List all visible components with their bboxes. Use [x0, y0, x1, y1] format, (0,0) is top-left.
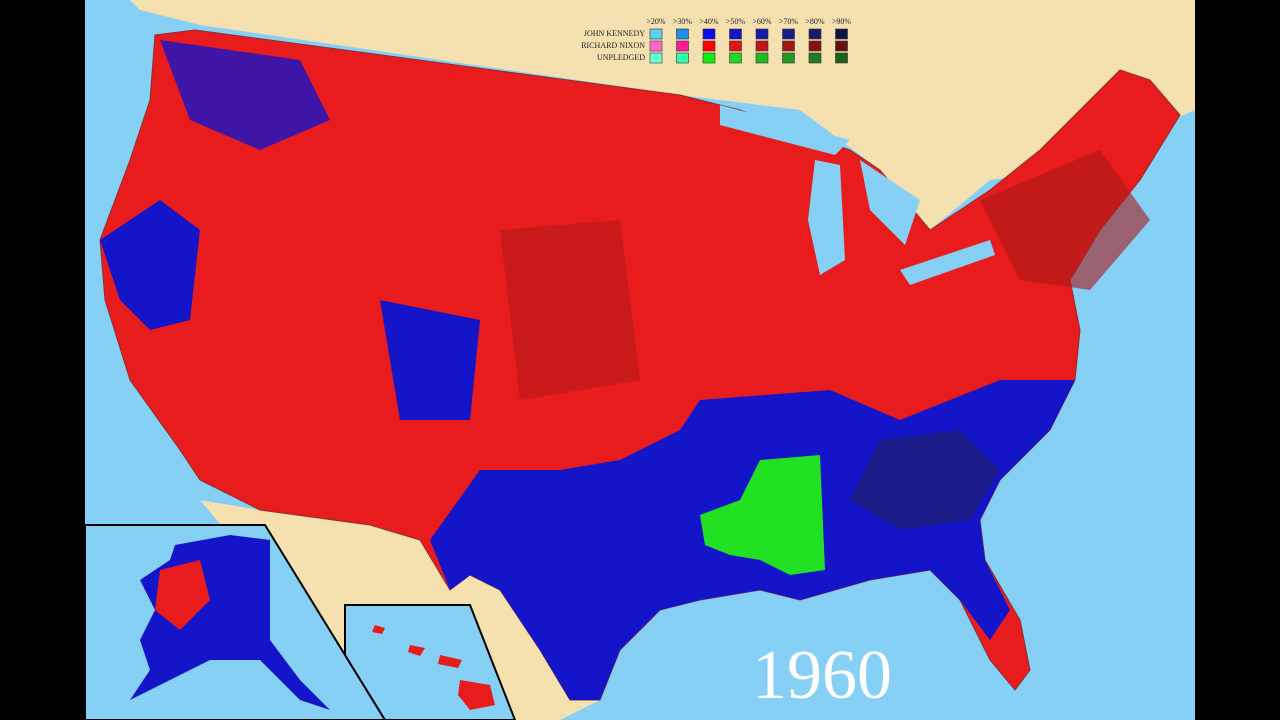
- legend-swatch: [676, 28, 689, 40]
- unpledged-area: [700, 455, 825, 575]
- legend-swatch: [782, 40, 795, 52]
- legend-swatch: [808, 28, 822, 40]
- island: [438, 655, 462, 668]
- legend-column-label: >60%: [752, 17, 772, 26]
- island: [372, 625, 385, 634]
- lake-huron: [860, 160, 920, 245]
- canada: [130, 0, 1195, 230]
- island: [408, 645, 425, 656]
- year-label: 1960: [752, 637, 892, 714]
- legend-column-label: >40%: [699, 17, 719, 26]
- legend-column-label: >30%: [673, 17, 693, 26]
- legend-swatch: [755, 40, 769, 52]
- blue-west: [100, 200, 200, 330]
- legend-swatch: [729, 52, 742, 64]
- alaska-inset: [84, 524, 387, 720]
- legend-column-label: >20%: [646, 17, 666, 26]
- legend-swatch: [835, 28, 848, 40]
- island: [458, 680, 495, 710]
- blue-northwest: [160, 40, 330, 150]
- legend-swatch: [729, 40, 742, 52]
- legend: >20% >30% >40% >50% >60% >70% >80% >90% JOHN KEN…: [581, 17, 852, 64]
- dark-red-plains: [500, 220, 640, 400]
- legend-swatch: [702, 40, 716, 52]
- legend-column-label: >80%: [805, 17, 825, 26]
- dark-blue-south: [850, 430, 1000, 530]
- legend-row-label: RICHARD NIXON: [581, 41, 645, 50]
- legend-row-label: JOHN KENNEDY: [584, 29, 645, 38]
- legend-swatch: [835, 52, 848, 64]
- legend-swatch: [782, 52, 795, 64]
- legend-column-label: >90%: [832, 17, 852, 26]
- alaska-red: [155, 560, 210, 630]
- legend-swatch: [676, 40, 689, 52]
- legend-swatch: [676, 52, 689, 64]
- hawaii-inset: [344, 604, 517, 720]
- lake-superior: [720, 105, 850, 155]
- legend-swatch: [755, 52, 769, 64]
- map: [85, 0, 1195, 720]
- legend-swatch: [835, 40, 848, 52]
- legend-swatch: [755, 28, 769, 40]
- legend-column-label: >50%: [726, 17, 746, 26]
- legend-swatch: [808, 52, 822, 64]
- lake-erie: [900, 240, 995, 285]
- dark-red-northeast: [980, 150, 1150, 290]
- legend-swatch: [702, 52, 716, 64]
- legend-swatch: [649, 40, 663, 52]
- legend-swatch: [702, 28, 716, 40]
- legend-swatch: [782, 28, 795, 40]
- legend-column-label: >70%: [779, 17, 799, 26]
- blue-mountain: [380, 300, 480, 420]
- legend-row-label: UNPLEDGED: [597, 53, 645, 62]
- legend-swatch: [808, 40, 822, 52]
- legend-swatch: [649, 52, 663, 64]
- legend-swatch: [729, 28, 742, 40]
- legend-swatch: [649, 28, 663, 40]
- lake-michigan: [808, 160, 845, 275]
